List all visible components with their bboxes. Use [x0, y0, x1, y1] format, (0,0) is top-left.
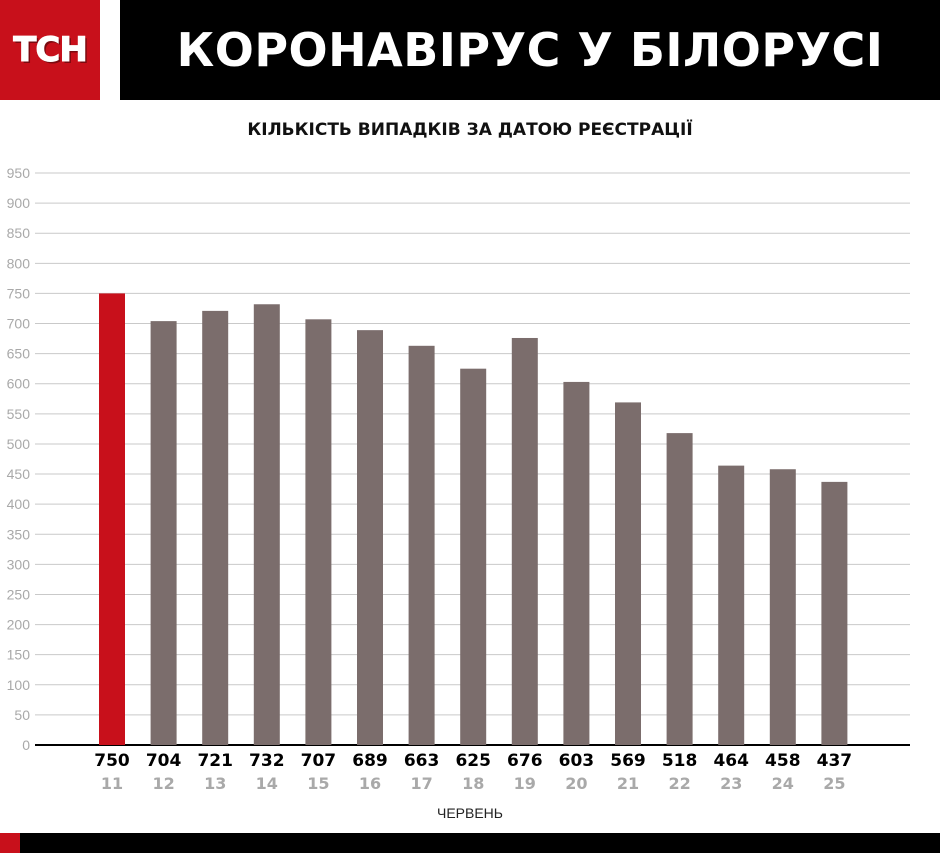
y-tick-label: 100 [7, 677, 31, 693]
bar [460, 368, 487, 745]
x-tick-label: 11 [101, 774, 123, 793]
y-tick-label: 350 [7, 526, 31, 542]
bar [718, 465, 745, 745]
bar-value-label: 464 [713, 751, 749, 771]
x-tick-label: 15 [307, 774, 329, 793]
x-tick-label: 20 [565, 774, 587, 793]
y-tick-label: 400 [7, 496, 31, 512]
y-tick-label: 0 [22, 737, 30, 753]
y-tick-label: 250 [7, 586, 31, 602]
bar-value-label: 603 [559, 751, 595, 771]
bar-value-label: 732 [249, 751, 285, 771]
bar-value-label: 458 [765, 751, 801, 771]
bar-value-label: 721 [197, 751, 233, 771]
y-tick-label: 150 [7, 647, 31, 663]
x-tick-label: 17 [410, 774, 432, 793]
title-banner: КОРОНАВІРУС У БІЛОРУСІ [120, 0, 940, 100]
y-tick-label: 500 [7, 436, 31, 452]
bar [253, 304, 280, 745]
x-tick-label: 25 [823, 774, 845, 793]
y-tick-label: 200 [7, 617, 31, 633]
bar [357, 330, 383, 745]
y-tick-label: 650 [7, 346, 31, 362]
y-tick-label: 300 [7, 556, 31, 572]
x-tick-label: 21 [617, 774, 639, 793]
y-tick-label: 900 [7, 195, 31, 211]
bar-chart: 0 50 100 150 200 250 300 350 400 450 500 550 600 650 7… [7, 165, 910, 821]
chart-title: КІЛЬКІСТЬ ВИПАДКІВ ЗА ДАТОЮ РЕЄСТРАЦІЇ [247, 120, 693, 140]
bar [821, 481, 848, 745]
x-tick-label: 14 [256, 774, 278, 793]
bar [150, 321, 177, 745]
x-tick-label: 22 [668, 774, 690, 793]
bar-value-label: 707 [301, 751, 337, 771]
bar [202, 310, 229, 745]
bar [563, 381, 590, 745]
x-axis-label: ЧЕРВЕНЬ [437, 805, 503, 821]
x-tick-label: 13 [204, 774, 226, 793]
x-tick-label: 19 [514, 774, 536, 793]
x-tick-label: 12 [152, 774, 174, 793]
bar-value-label: 625 [455, 751, 491, 771]
bar-value-label: 437 [817, 751, 853, 771]
y-tick-label: 450 [7, 466, 31, 482]
bar [511, 337, 538, 745]
bar [615, 402, 641, 745]
x-tick-label: 16 [359, 774, 381, 793]
bar-value-label: 704 [146, 751, 182, 771]
bar [408, 345, 435, 745]
bar-value-label: 569 [610, 751, 646, 771]
x-tick-label: 23 [720, 774, 742, 793]
y-tick-label: 800 [7, 255, 31, 271]
tsn-logo: ТСН [0, 0, 100, 100]
y-tick-label: 550 [7, 406, 31, 422]
footer-red-accent [0, 833, 20, 853]
y-tick-label: 50 [14, 707, 30, 723]
bar [769, 469, 796, 745]
bar-value-label: 663 [404, 751, 440, 771]
y-tick-label: 850 [7, 225, 31, 241]
bar-value-label: 518 [662, 751, 698, 771]
footer-bar [20, 833, 940, 853]
bar-value-label: 750 [94, 751, 130, 771]
y-tick-label: 750 [7, 285, 31, 301]
bar-value-label: 676 [507, 751, 543, 771]
bar [99, 293, 125, 745]
bar [666, 433, 693, 745]
y-tick-label: 950 [7, 165, 31, 181]
y-tick-label: 700 [7, 316, 31, 332]
page-title: КОРОНАВІРУС У БІЛОРУСІ [176, 23, 884, 77]
bar [305, 319, 332, 745]
x-tick-label: 18 [462, 774, 484, 793]
y-tick-label: 600 [7, 376, 31, 392]
bar-value-label: 689 [352, 751, 388, 771]
x-tick-label: 24 [772, 774, 794, 793]
logo-text: ТСН [13, 30, 89, 71]
